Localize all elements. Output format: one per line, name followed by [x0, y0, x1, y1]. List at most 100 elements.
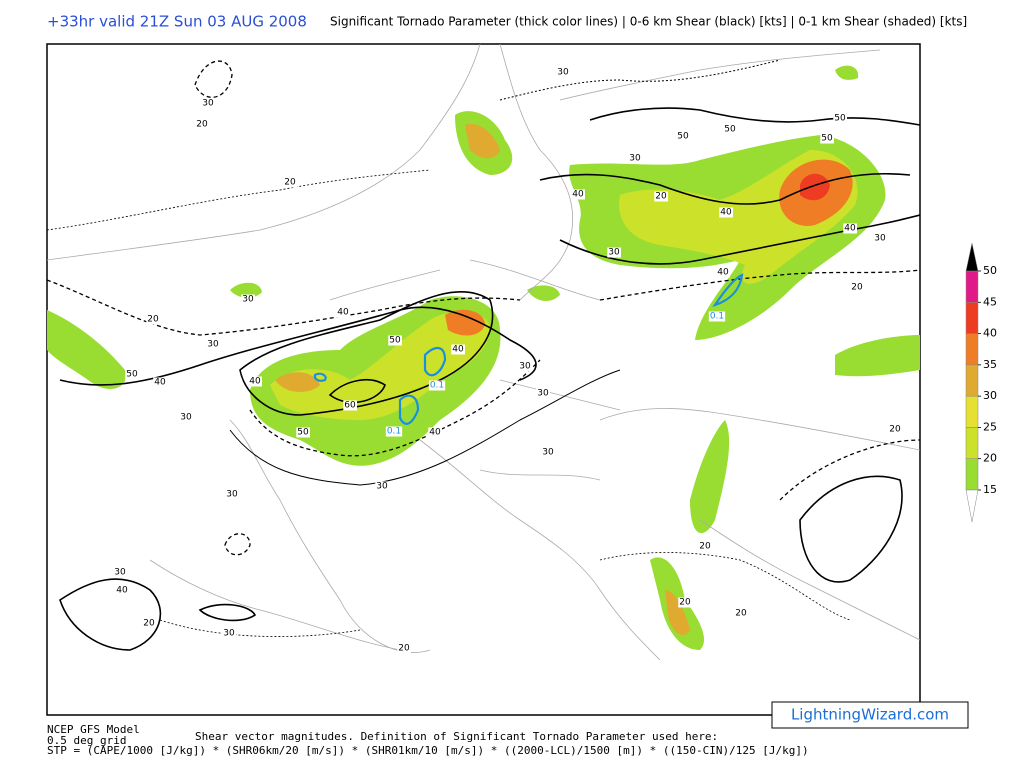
contour-label-bg [201, 98, 215, 109]
contour-label-bg [698, 541, 712, 552]
contour-label-bg [716, 267, 730, 278]
colorbar-label: 45 [983, 295, 997, 308]
contour-label-bg [195, 119, 209, 130]
contour-label-bg [385, 426, 403, 437]
contour-label-bg [850, 282, 864, 293]
contour-label: 30 [223, 629, 235, 639]
contour-label: 30 [114, 568, 126, 578]
contour-label: 20 [655, 192, 667, 202]
contour-label: 0.1 [387, 427, 401, 437]
contour-label-bg [153, 377, 167, 388]
contour-label: 20 [889, 425, 901, 435]
contour-label: 50 [297, 428, 309, 438]
contour-label: 40 [572, 190, 584, 200]
contour-label: 30 [180, 413, 192, 423]
contour-label: 30 [608, 248, 620, 258]
contour-label: 40 [429, 428, 441, 438]
coastlines [47, 44, 920, 661]
colorbar-label: 20 [983, 452, 997, 465]
contour-label-bg [888, 424, 902, 435]
contour-label-bg [654, 191, 668, 202]
colorbar-segment [965, 458, 979, 491]
contour-label-bg [678, 597, 692, 608]
contour-label: 40 [452, 345, 464, 355]
contour-label: 20 [398, 644, 410, 654]
contour-label-bg [336, 307, 350, 318]
colorbar-label: 25 [983, 420, 997, 433]
contour-label-bg [820, 133, 834, 144]
contour-label-bg [397, 643, 411, 654]
contour-label: 30 [874, 234, 886, 244]
contour-label: 40 [337, 308, 349, 318]
contour-label-bg [125, 369, 139, 380]
contour-label-bg [556, 67, 570, 78]
colorbar-segment [965, 395, 979, 428]
description: Significant Tornado Parameter (thick col… [330, 15, 967, 29]
contour-label: 20 [196, 120, 208, 130]
contour-label-bg [723, 124, 737, 135]
contour-label-bg [571, 189, 585, 200]
colorbar-label: 40 [983, 327, 997, 340]
contour-label: 40 [249, 377, 261, 387]
contour-label: 40 [717, 268, 729, 278]
contour-label: 20 [735, 609, 747, 619]
contour-label-bg [518, 361, 532, 372]
colorbar-segment [965, 333, 979, 366]
model-name: NCEP GFS Model [47, 723, 140, 736]
contour-label-bg [607, 247, 621, 258]
contour-label-bg [142, 618, 156, 629]
contour-label: 30 [376, 482, 388, 492]
contour-label: 50 [821, 134, 833, 144]
contour-label: 30 [519, 362, 531, 372]
contour-label-bg [833, 113, 847, 124]
contour-label-bg [843, 223, 857, 234]
colorbar: 15 20 25 30 35 40 45 50 [965, 242, 997, 523]
contour-label-bg [719, 207, 733, 218]
contour-label-bg [179, 412, 193, 423]
contour-label: 40 [154, 378, 166, 388]
contour-label: 60 [344, 401, 356, 411]
contour-label: 40 [116, 586, 128, 596]
contour-label: 50 [834, 114, 846, 124]
shear-contours [47, 59, 920, 651]
grid-resolution: 0.5 deg grid [47, 734, 126, 747]
contour-label-bg [375, 481, 389, 492]
contour-label-bg [343, 400, 357, 411]
logo: LightningWizard.com [791, 706, 949, 724]
contour-label-bg [541, 447, 555, 458]
contour-label: 30 [242, 295, 254, 305]
contour-label: 20 [679, 598, 691, 608]
contour-label-bg [428, 380, 446, 391]
contour-label: 50 [677, 132, 689, 142]
contour-label: 30 [629, 154, 641, 164]
contour-label-bg [428, 427, 442, 438]
colorbar-label: 15 [983, 483, 997, 496]
colorbar-label: 50 [983, 264, 997, 277]
valid-time: +33hr valid 21Z Sun 03 AUG 2008 [47, 13, 307, 31]
definition-intro: Shear vector magnitudes. Definition of S… [195, 730, 718, 743]
contour-label: 20 [851, 283, 863, 293]
contour-label-bg [146, 314, 160, 325]
contour-label-bg [115, 585, 129, 596]
contour-label-bg [283, 177, 297, 188]
contour-label-bg [241, 294, 255, 305]
contour-label-bg [628, 153, 642, 164]
contour-label: 30 [537, 389, 549, 399]
contour-label: 20 [143, 619, 155, 629]
contour-label-bg [296, 427, 310, 438]
contour-label: 30 [542, 448, 554, 458]
contour-label: 50 [724, 125, 736, 135]
colorbar-segment [965, 270, 979, 303]
colorbar-above [965, 242, 979, 272]
colorbar-below [965, 489, 979, 523]
contour-label: 20 [699, 542, 711, 552]
contour-label-bg [536, 388, 550, 399]
stp-formula: STP = (CAPE/1000 [J/kg]) * (SHR06km/20 [… [47, 744, 809, 757]
contour-label-bg [225, 489, 239, 500]
colorbar-segment [965, 364, 979, 397]
contour-label-bg [113, 567, 127, 578]
contour-label: 30 [202, 99, 214, 109]
